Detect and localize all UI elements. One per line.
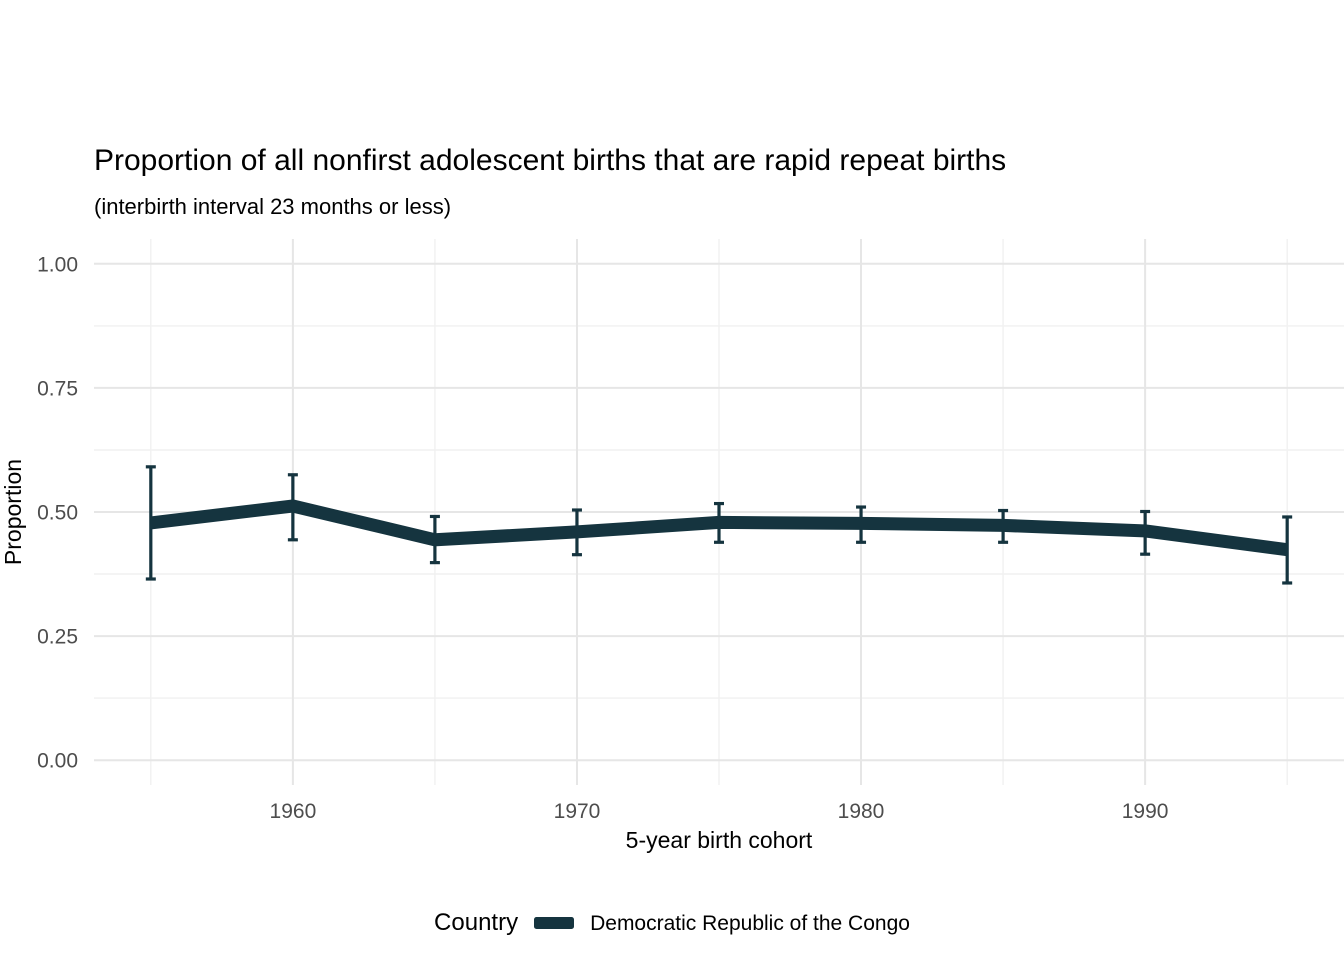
legend: Country Democratic Republic of the Congo bbox=[0, 905, 1344, 941]
y-tick-label: 1.00 bbox=[37, 253, 78, 276]
y-tick-label: 0.75 bbox=[37, 377, 78, 400]
x-tick-label: 1970 bbox=[554, 800, 601, 823]
y-tick-labels: 0.00 0.25 0.50 0.75 1.00 bbox=[37, 253, 78, 772]
y-axis-title: Proportion bbox=[0, 458, 26, 566]
x-tick-labels: 1960 1970 1980 1990 bbox=[270, 800, 1169, 823]
legend-item-label: Democratic Republic of the Congo bbox=[590, 911, 910, 935]
x-tick-label: 1960 bbox=[270, 800, 317, 823]
chart-subtitle: (interbirth interval 23 months or less) bbox=[94, 194, 452, 219]
chart-title: Proportion of all nonfirst adolescent bi… bbox=[94, 144, 1007, 177]
y-tick-label: 0.25 bbox=[37, 626, 78, 649]
x-axis-title: 5-year birth cohort bbox=[625, 827, 813, 853]
legend-line-swatch bbox=[534, 917, 575, 929]
y-tick-label: 0.50 bbox=[37, 502, 78, 525]
x-tick-label: 1990 bbox=[1122, 800, 1169, 823]
legend-title: Country bbox=[434, 909, 519, 936]
series-line bbox=[150, 499, 1289, 557]
data-line bbox=[150, 499, 1289, 557]
x-tick-label: 1980 bbox=[838, 800, 885, 823]
y-tick-label: 0.00 bbox=[37, 750, 78, 773]
